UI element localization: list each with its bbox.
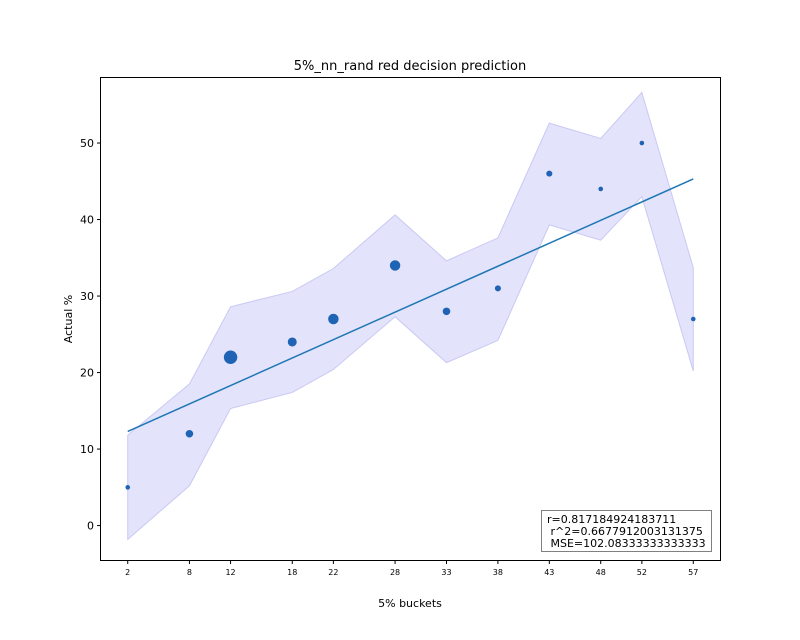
data-point <box>125 485 131 490</box>
stat-r-squared: r^2=0.6677912003131375 <box>547 525 703 538</box>
x-tick-label: 43 <box>544 568 554 577</box>
stat-r: r=0.817184924183711 <box>547 513 677 526</box>
y-tick-label: 30 <box>80 290 94 303</box>
y-tick-label: 40 <box>80 214 94 227</box>
stats-annotation-box: r=0.817184924183711 r^2=0.66779120031313… <box>541 510 712 552</box>
x-tick-label: 48 <box>596 568 606 577</box>
stat-mse: MSE=102.08333333333333 <box>547 537 706 550</box>
y-tick-label: 20 <box>80 367 94 380</box>
fit-line-layer <box>127 178 694 433</box>
regression-line <box>127 178 694 433</box>
y-tick-label: 50 <box>80 137 94 150</box>
confidence-band-layer <box>127 91 694 541</box>
points-layer <box>125 140 696 490</box>
data-point <box>690 316 696 322</box>
y-tick-label: 0 <box>87 520 94 533</box>
x-axis-label: 5% buckets <box>378 597 442 610</box>
x-tick-label: 22 <box>328 568 338 577</box>
x-axis-ticks: 2 8 12 18 22 28 33 38 43 48 52 57 <box>125 560 698 577</box>
data-point <box>442 307 451 316</box>
x-tick-label: 38 <box>493 568 503 577</box>
x-tick-label: 12 <box>225 568 235 577</box>
y-tick-label: 10 <box>80 443 94 456</box>
data-point <box>287 337 297 347</box>
x-tick-label: 28 <box>390 568 400 577</box>
data-point <box>223 350 238 364</box>
confidence-band <box>127 91 694 541</box>
y-axis-label: Actual % <box>62 295 75 343</box>
data-point <box>328 313 339 325</box>
data-point <box>389 260 401 271</box>
x-tick-label: 33 <box>441 568 451 577</box>
data-point <box>494 285 501 292</box>
data-point <box>546 170 553 177</box>
x-tick-label: 57 <box>688 568 698 577</box>
plot-frame <box>100 77 721 561</box>
data-point <box>639 140 645 146</box>
x-tick-label: 52 <box>637 568 647 577</box>
data-point <box>598 186 604 192</box>
chart-title: 5%_nn_rand red decision prediction <box>294 59 526 74</box>
data-point <box>185 429 194 438</box>
y-axis-ticks: 0 10 20 30 40 50 <box>80 137 101 533</box>
x-tick-label: 18 <box>287 568 297 577</box>
x-tick-label: 2 <box>125 568 130 577</box>
x-tick-label: 8 <box>187 568 192 577</box>
